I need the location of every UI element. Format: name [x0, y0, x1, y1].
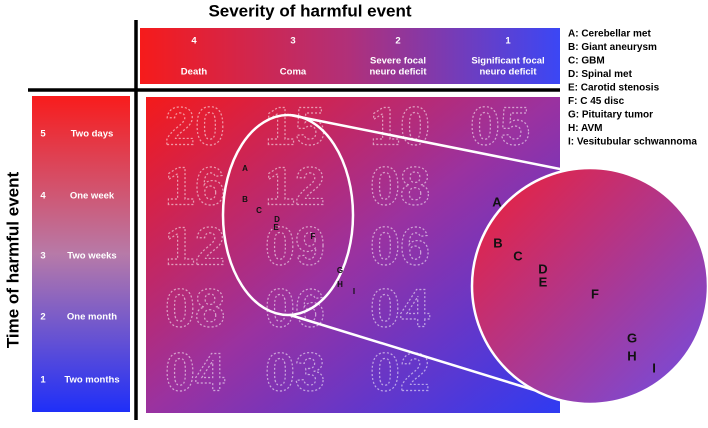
time-label: One month [67, 312, 117, 323]
legend-entry: I: Vesitubular schwannoma [568, 137, 697, 148]
title: Severity of harmful event [208, 1, 411, 20]
severity-label: neuro deficit [479, 67, 537, 78]
severity-label: Coma [280, 67, 307, 78]
grid-number: 04 [370, 278, 430, 338]
grid-number: 12 [265, 156, 325, 216]
event-marker-zoom: C [513, 248, 523, 263]
grid-number: 03 [265, 342, 325, 402]
severity-rank: 1 [505, 36, 511, 47]
time-rank: 2 [40, 312, 45, 323]
severity-label: neuro deficit [369, 67, 427, 78]
grid-number: 06 [370, 216, 430, 276]
legend-entry: C: GBM [568, 56, 605, 67]
severity-rank: 4 [191, 36, 197, 47]
event-marker-zoom: F [591, 286, 599, 301]
severity-label: Significant focal [471, 56, 544, 67]
grid-number: 05 [470, 96, 530, 156]
event-marker: A [242, 164, 248, 173]
time-label: Two days [71, 129, 114, 140]
event-marker-zoom: D [538, 261, 547, 276]
grid-number: 09 [265, 216, 325, 276]
event-marker-zoom: A [492, 194, 502, 209]
event-marker-zoom: E [539, 274, 548, 289]
event-marker: D [274, 215, 280, 224]
grid-number: 10 [370, 96, 430, 156]
time-label: Two months [64, 375, 119, 386]
event-marker: F [311, 232, 316, 241]
grid-number: 08 [370, 156, 430, 216]
time-label: Two weeks [67, 251, 116, 262]
legend-entry: A: Cerebellar met [568, 29, 651, 40]
severity-label: Death [181, 67, 208, 78]
legend-entry: D: Spinal met [568, 69, 633, 80]
time-bar [32, 96, 130, 412]
grid-number: 16 [165, 156, 225, 216]
event-marker: C [256, 206, 262, 215]
grid-number: 15 [265, 96, 325, 156]
grid-number: 06 [265, 278, 325, 338]
event-marker-zoom: B [493, 235, 502, 250]
severity-label: Severe focal [370, 56, 426, 67]
event-marker: E [273, 223, 279, 232]
focus-ellipse [221, 113, 355, 317]
grid-number: 20 [165, 96, 225, 156]
zoom-line [289, 313, 561, 400]
time-rank: 1 [40, 375, 46, 386]
severity-bar [140, 28, 560, 84]
zoom-circle [470, 166, 708, 406]
event-marker-zoom: G [627, 330, 637, 345]
severity-rank: 3 [290, 36, 295, 47]
grid-number: 02 [370, 342, 430, 402]
legend-entry: F: C 45 disc [568, 96, 625, 107]
time-rank: 5 [40, 129, 46, 140]
legend-entry: G: Pituitary tumor [568, 110, 653, 121]
event-marker: B [242, 195, 248, 204]
time-rank: 3 [40, 251, 45, 262]
legend-entry: H: AVM [568, 123, 602, 134]
time-rank: 4 [40, 191, 46, 202]
event-marker-zoom: H [627, 348, 636, 363]
event-marker: H [337, 280, 343, 289]
grid-number: 12 [165, 216, 225, 276]
grid-number: 08 [165, 278, 225, 338]
event-marker: G [337, 266, 343, 275]
event-marker-zoom: I [652, 360, 656, 375]
severity-rank: 2 [395, 36, 400, 47]
zoom-line [289, 113, 576, 174]
legend-entry: E: Carotid stenosis [568, 83, 660, 94]
grid-number: 04 [165, 342, 225, 402]
event-marker: I [353, 287, 355, 296]
legend-entry: B: Giant aneurysm [568, 42, 657, 53]
time-label: One week [70, 191, 115, 202]
y-axis-label: Time of harmful event [3, 171, 22, 348]
